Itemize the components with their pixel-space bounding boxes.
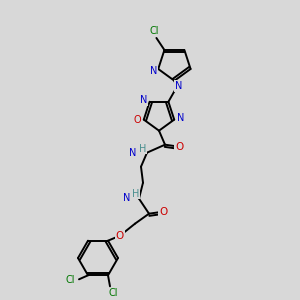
Text: O: O (134, 115, 142, 124)
Text: N: N (149, 66, 157, 76)
Text: N: N (123, 193, 131, 203)
Text: H: H (139, 144, 147, 154)
Text: H: H (132, 189, 140, 199)
Text: N: N (129, 148, 137, 158)
Text: Cl: Cl (65, 275, 75, 285)
Text: Cl: Cl (150, 26, 159, 36)
Text: N: N (176, 112, 184, 123)
Text: N: N (140, 95, 147, 105)
Text: O: O (159, 207, 167, 217)
Text: O: O (116, 231, 124, 241)
Text: O: O (175, 142, 183, 152)
Text: N: N (175, 81, 182, 91)
Text: Cl: Cl (108, 288, 118, 298)
